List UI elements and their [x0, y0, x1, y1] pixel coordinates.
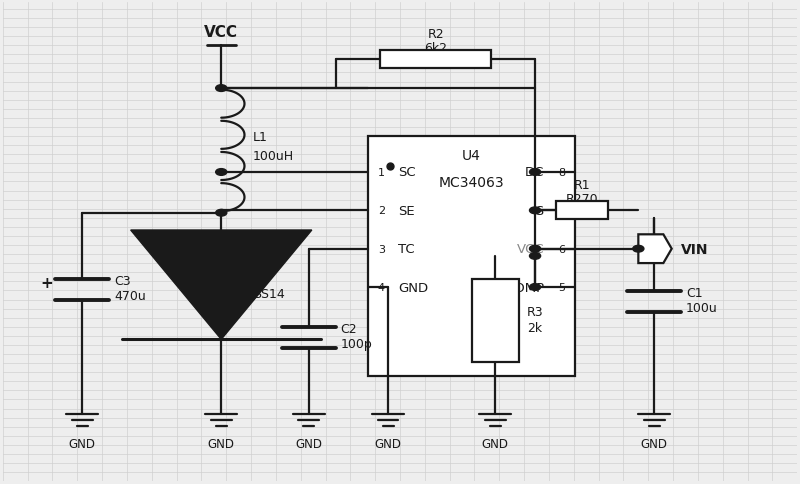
Text: GND: GND: [208, 437, 234, 450]
Text: C2: C2: [341, 323, 357, 335]
Text: GND: GND: [374, 437, 402, 450]
Text: COMP: COMP: [506, 281, 545, 294]
Text: 6k2: 6k2: [424, 42, 447, 54]
Text: GND: GND: [69, 437, 96, 450]
Text: TC: TC: [398, 242, 415, 256]
Text: 2: 2: [378, 206, 385, 216]
Bar: [556, 202, 608, 220]
Text: GND: GND: [482, 437, 509, 450]
Text: 100p: 100p: [341, 337, 372, 350]
Text: MC34063: MC34063: [438, 175, 504, 189]
Text: SC: SC: [398, 166, 416, 179]
Text: R270: R270: [566, 192, 598, 205]
Bar: [368, 137, 574, 376]
Text: 1: 1: [378, 167, 385, 178]
Bar: [380, 51, 491, 69]
Text: U4: U4: [462, 149, 481, 163]
Circle shape: [216, 169, 227, 176]
Text: R1: R1: [574, 179, 590, 192]
Text: +: +: [40, 275, 53, 290]
Polygon shape: [638, 235, 672, 263]
Text: 8: 8: [558, 167, 566, 178]
Circle shape: [216, 210, 227, 217]
Text: C1: C1: [686, 287, 702, 300]
Polygon shape: [130, 230, 312, 340]
Text: 2k: 2k: [527, 322, 542, 334]
Text: 100uH: 100uH: [253, 150, 294, 162]
Text: 7: 7: [558, 206, 566, 216]
Text: 100u: 100u: [686, 301, 718, 314]
Bar: [471, 280, 519, 363]
Text: R3: R3: [527, 306, 544, 319]
Text: VCC: VCC: [517, 242, 545, 256]
Text: DC: DC: [526, 166, 545, 179]
Text: C3: C3: [114, 275, 130, 287]
Text: 3: 3: [378, 244, 385, 254]
Circle shape: [530, 284, 541, 291]
Text: 6: 6: [558, 244, 566, 254]
Text: IS: IS: [533, 204, 545, 217]
Circle shape: [633, 246, 644, 253]
Circle shape: [530, 253, 541, 260]
Text: SS14: SS14: [253, 287, 285, 300]
Text: GND: GND: [641, 437, 668, 450]
Text: VIN: VIN: [682, 242, 709, 256]
Text: GND: GND: [398, 281, 429, 294]
Text: GND: GND: [295, 437, 322, 450]
Text: SE: SE: [398, 204, 415, 217]
Text: VCC: VCC: [204, 25, 238, 40]
Text: 4: 4: [378, 283, 385, 292]
Circle shape: [530, 246, 541, 253]
Text: R2: R2: [427, 28, 444, 41]
Text: L1: L1: [253, 131, 268, 144]
Text: 470u: 470u: [114, 289, 146, 302]
Text: D1: D1: [253, 272, 270, 285]
Text: 5: 5: [558, 283, 566, 292]
Circle shape: [530, 208, 541, 214]
Circle shape: [530, 169, 541, 176]
Circle shape: [216, 86, 227, 92]
